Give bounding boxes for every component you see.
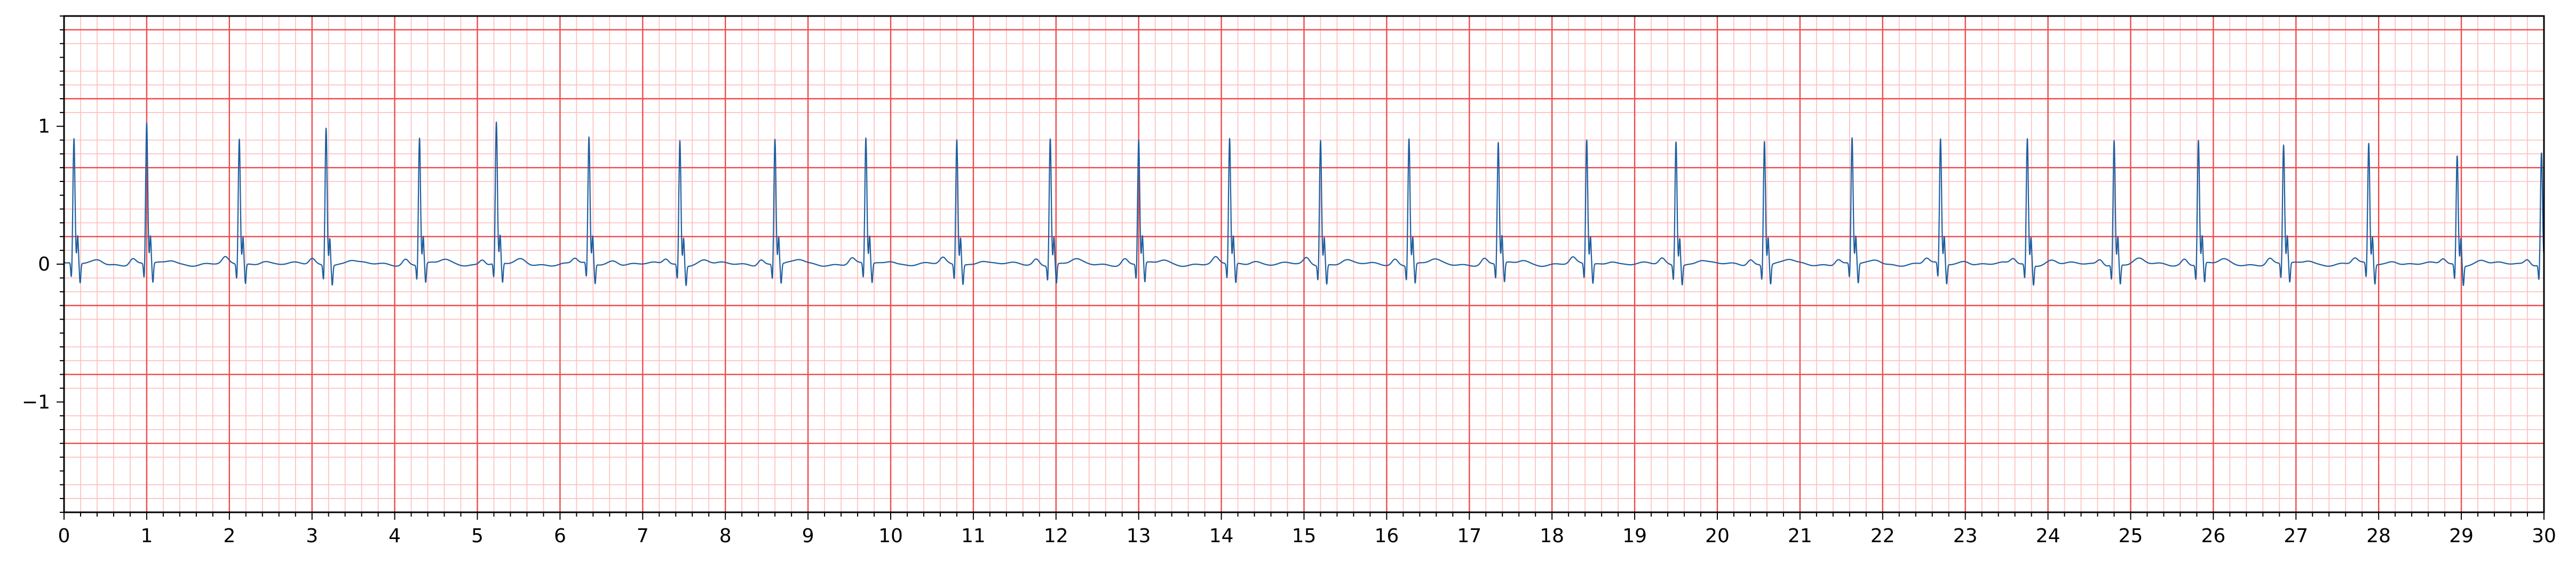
x-tick-label: 25 <box>2119 525 2143 547</box>
x-tick-label: 4 <box>389 525 401 547</box>
x-tick-label: 12 <box>1044 525 1068 547</box>
x-tick-label: 11 <box>961 525 986 547</box>
x-tick-label: 29 <box>2449 525 2474 547</box>
x-tick-label: 17 <box>1457 525 1481 547</box>
x-tick-label: 18 <box>1540 525 1564 547</box>
y-tick-label: 1 <box>38 116 50 138</box>
x-tick-label: 7 <box>637 525 649 547</box>
x-tick-label: 24 <box>2036 525 2060 547</box>
x-tick-label: 30 <box>2532 525 2556 547</box>
x-tick-label: 22 <box>1870 525 1895 547</box>
x-tick-label: 1 <box>140 525 153 547</box>
x-tick-label: 6 <box>554 525 566 547</box>
x-tick-label: 27 <box>2284 525 2308 547</box>
x-tick-label: 10 <box>878 525 903 547</box>
x-tick-label: 15 <box>1292 525 1317 547</box>
x-tick-label: 13 <box>1127 525 1151 547</box>
x-tick-label: 23 <box>1953 525 1978 547</box>
ecg-series-line <box>64 121 2545 286</box>
y-tick-label: −1 <box>22 391 50 413</box>
x-tick-label: 9 <box>802 525 814 547</box>
ecg-trace <box>64 121 2545 286</box>
x-tick-label: 20 <box>1705 525 1730 547</box>
x-tick-label: 26 <box>2201 525 2225 547</box>
x-tick-label: 28 <box>2366 525 2391 547</box>
x-tick-label: 2 <box>223 525 235 547</box>
x-tick-label: 0 <box>58 525 70 547</box>
x-tick-label: 14 <box>1209 525 1234 547</box>
x-tick-label: 16 <box>1374 525 1399 547</box>
y-tick-label: 0 <box>38 253 50 275</box>
x-tick-label: 8 <box>719 525 732 547</box>
x-tick-label: 5 <box>471 525 484 547</box>
x-tick-label: 3 <box>306 525 318 547</box>
x-tick-label: 21 <box>1788 525 1812 547</box>
y-axis: −1 0 1 <box>22 15 64 513</box>
x-axis: 0 1 2 3 4 5 6 7 8 9 10 11 12 13 14 15 16 17 18 19 20 21 22 23 24… <box>58 512 2556 547</box>
x-tick-label: 19 <box>1622 525 1647 547</box>
